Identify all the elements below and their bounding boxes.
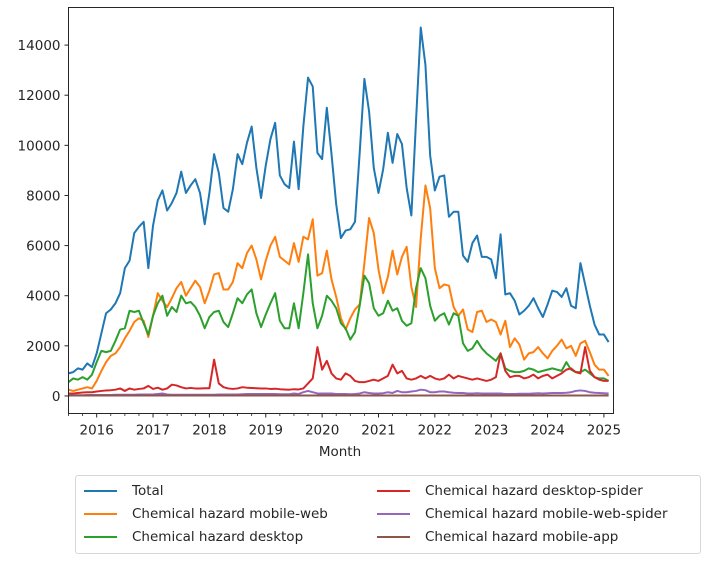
legend-item-mobile-web: Chemical hazard mobile-web <box>84 503 328 525</box>
x-tick-label: 2020 <box>305 423 339 439</box>
legend-item-mobile-web-spider: Chemical hazard mobile-web-spider <box>377 503 668 525</box>
series-line-chemical-hazard-desktop <box>67 253 610 383</box>
legend-label: Chemical hazard mobile-web <box>132 506 328 522</box>
legend-swatch-mobile-app <box>377 536 410 538</box>
x-tick-label: 2016 <box>80 423 114 439</box>
x-tick-label: 2017 <box>136 423 170 439</box>
legend-swatch-total <box>84 490 117 492</box>
legend-swatch-desktop-spider <box>377 490 410 492</box>
legend: Total Chemical hazard mobile-web Chemica… <box>75 475 701 554</box>
series-lines <box>67 26 610 397</box>
x-tick-label: 2025 <box>587 423 621 439</box>
plot-frame <box>68 7 614 414</box>
y-tick-label: 10000 <box>18 138 61 154</box>
legend-label: Chemical hazard mobile-app <box>425 529 619 545</box>
legend-item-desktop: Chemical hazard desktop <box>84 526 303 548</box>
x-tick-label: 2022 <box>418 423 452 439</box>
legend-swatch-mobile-web-spider <box>377 513 410 515</box>
legend-label: Chemical hazard desktop-spider <box>425 483 643 499</box>
legend-swatch-mobile-web <box>84 513 117 515</box>
x-tick-label: 2021 <box>361 423 395 439</box>
legend-item-mobile-app: Chemical hazard mobile-app <box>377 526 618 548</box>
x-tick-label: 2018 <box>192 423 226 439</box>
y-tick-label: 4000 <box>26 289 60 305</box>
series-line-chemical-hazard-desktop-spider <box>68 346 609 395</box>
y-axis: 0 2000 4000 6000 8000 10000 12000 14000 <box>18 38 69 405</box>
x-axis: 2016 2017 2018 2019 2020 2021 2022 2023 2024 2025 <box>68 413 621 439</box>
legend-label: Chemical hazard mobile-web-spider <box>425 506 668 522</box>
y-tick-label: 0 <box>52 389 61 405</box>
legend-item-desktop-spider: Chemical hazard desktop-spider <box>377 480 643 502</box>
y-tick-label: 8000 <box>26 188 60 204</box>
y-tick-label: 14000 <box>18 38 61 54</box>
x-tick-label: 2023 <box>474 423 508 439</box>
legend-item-total: Total <box>84 480 164 502</box>
x-tick-label: 2024 <box>530 423 564 439</box>
y-tick-label: 2000 <box>26 339 60 355</box>
series-line-chemical-hazard-mobile-web-spider <box>68 388 609 397</box>
series-line-total <box>68 26 610 375</box>
x-tick-label: 2019 <box>249 423 283 439</box>
y-tick-label: 12000 <box>18 88 61 104</box>
x-axis-label: Month <box>319 444 361 460</box>
legend-label: Total <box>132 483 164 499</box>
legend-label: Chemical hazard desktop <box>132 529 304 545</box>
y-tick-label: 6000 <box>26 239 60 255</box>
legend-swatch-desktop <box>84 536 117 538</box>
series-line-chemical-hazard-mobile-web <box>68 184 610 392</box>
